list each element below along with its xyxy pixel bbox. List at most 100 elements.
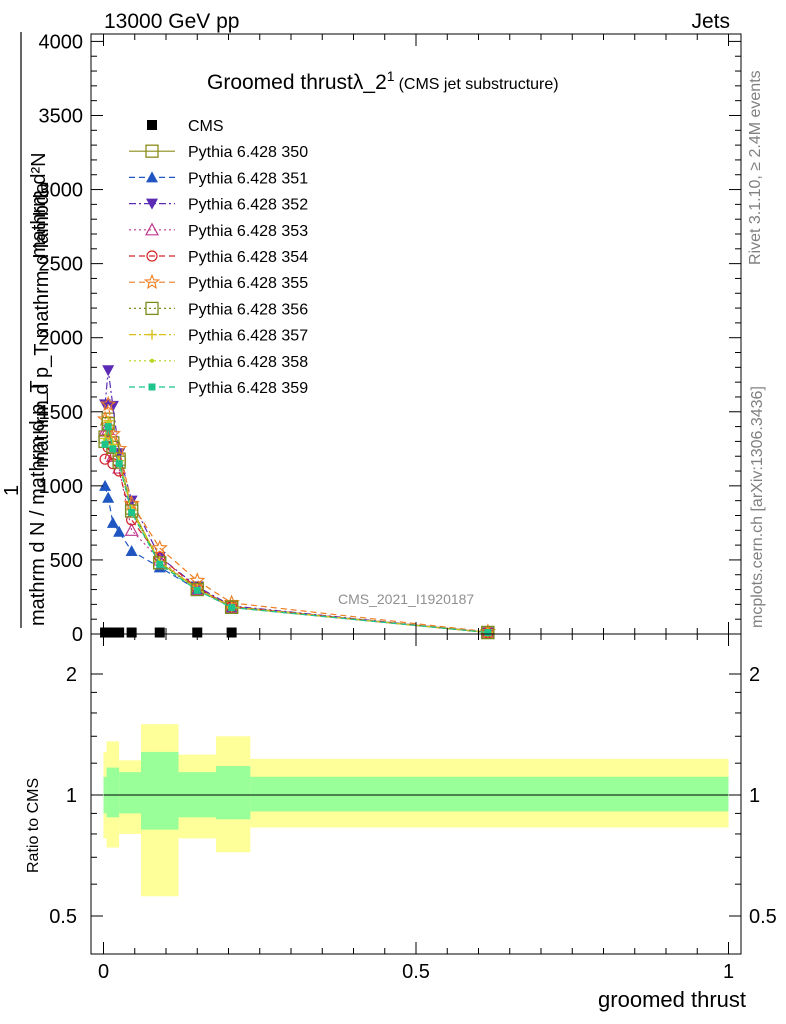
series-point	[106, 516, 119, 528]
y-label-prefix: 1	[1, 485, 23, 496]
legend-label: Pythia 6.428 355	[188, 275, 308, 292]
series-point	[481, 625, 495, 640]
legend-label: CMS	[188, 118, 224, 135]
legend-label: Pythia 6.428 356	[188, 301, 308, 318]
legend-marker	[145, 301, 159, 316]
legend-entry: Pythia 6.428 357	[129, 328, 308, 345]
legend-label: Pythia 6.428 351	[188, 170, 308, 187]
plot-title-sup: 1	[387, 68, 395, 84]
legend: CMS Pythia 6.428 350 Pythia 6.428 351 Pythi…	[129, 118, 308, 397]
x-tick-label: 0.5	[402, 961, 430, 983]
cms-data-point	[226, 627, 237, 638]
ratio-band-layer	[103, 724, 729, 897]
ratio-frame	[90, 633, 742, 955]
y-label-bottom-2: mathrm d N / mathrm d p_T	[27, 380, 49, 626]
legend-label: Pythia 6.428 354	[188, 249, 308, 266]
legend-marker	[144, 222, 160, 236]
legend-label: Pythia 6.428 352	[188, 197, 308, 214]
rivet-label: Rivet 3.1.10, ≥ 2.4M events	[747, 70, 764, 265]
cms-data-point	[154, 627, 165, 638]
main-axes	[91, 34, 741, 635]
legend-marker	[146, 198, 158, 210]
legend-marker	[147, 120, 157, 130]
ratio-y-label: Ratio to CMS	[25, 778, 42, 873]
series-point	[125, 545, 138, 557]
header-right: Jets	[691, 10, 730, 33]
legend-entry: Pythia 6.428 352	[129, 197, 308, 214]
main-y-tick-label: 2000	[39, 328, 84, 350]
main-y-tick-label: 3500	[39, 105, 84, 127]
x-tick-label: 1	[723, 961, 734, 983]
main-y-tick-label: 2500	[39, 254, 84, 276]
main-y-tick-label: 0	[72, 624, 83, 646]
series-point	[190, 582, 204, 597]
series-point	[102, 365, 115, 377]
legend-entry: Pythia 6.428 351	[129, 170, 308, 187]
series-point	[151, 539, 168, 555]
legend-label: Pythia 6.428 358	[188, 354, 308, 371]
header-left: 13000 GeV pp	[104, 10, 239, 33]
main-y-tick-label: 4000	[39, 31, 84, 53]
series-point	[128, 509, 136, 517]
series-point	[96, 410, 114, 427]
series-point	[484, 629, 492, 637]
series-point	[106, 400, 119, 412]
ratio-y-tick-label-right: 2	[749, 664, 760, 686]
main-plot-panel: 0 500 1000 1500 2000 2500 3000 3500 4000 Groomed…	[39, 31, 742, 646]
legend-marker	[147, 329, 157, 340]
series-point	[104, 423, 112, 431]
series-point	[99, 479, 112, 491]
legend-entry: Pythia 6.428 356	[129, 301, 308, 318]
legend-label: Pythia 6.428 353	[188, 223, 308, 240]
legend-entry: Pythia 6.428 355	[129, 273, 308, 292]
main-y-tick-label: 1000	[39, 476, 84, 498]
series-point	[193, 586, 201, 594]
legend-marker	[145, 144, 159, 158]
ratio-inner-band	[141, 751, 179, 830]
ratio-y-tick-label-left: 2	[66, 664, 77, 686]
series-point	[113, 525, 126, 537]
ratio-y-tick-label-right: 1	[749, 785, 760, 807]
x-tick-label: 0	[98, 961, 109, 983]
legend-marker	[150, 358, 154, 363]
cms-data-point	[126, 627, 137, 638]
legend-label: Pythia 6.428 357	[188, 328, 308, 345]
cms-data-points	[100, 627, 237, 638]
legend-marker	[146, 171, 158, 183]
x-axis-label: groomed thrust	[598, 987, 746, 1012]
ratio-plot-panel: 0.5 0.5 1 1 2 2 0 0.5 1 Ratio to CMS groomed thr…	[25, 633, 777, 1012]
plot-title-sub: (CMS jet substructure)	[399, 76, 559, 93]
legend-entry: Pythia 6.428 359	[129, 380, 308, 397]
series-point	[228, 604, 236, 612]
ratio-inner-band	[106, 767, 120, 818]
series-line	[104, 404, 488, 633]
main-y-tick-label: 500	[50, 550, 83, 572]
main-series-layer	[96, 365, 496, 640]
cms-data-point	[114, 627, 125, 638]
ratio-inner-band	[250, 776, 729, 812]
plot-title-main: Groomed thrustλ_2	[207, 71, 387, 94]
series-5	[99, 441, 494, 639]
ratio-inner-band	[216, 766, 251, 820]
legend-entry: Pythia 6.428 350	[129, 144, 308, 161]
legend-entry: CMS	[147, 118, 224, 135]
legend-entry: Pythia 6.428 354	[129, 249, 308, 266]
plot-title: Groomed thrustλ_21 (CMS jet substructure)	[207, 68, 559, 94]
ratio-y-tick-label-left: 1	[66, 785, 77, 807]
main-y-tick-label: 1500	[39, 402, 84, 424]
ratio-y-tick-label-right: 0.5	[749, 906, 777, 928]
ratio-y-tick-label-left: 0.5	[49, 906, 77, 928]
series-point	[124, 523, 139, 536]
legend-label: Pythia 6.428 350	[188, 144, 308, 161]
legend-marker	[148, 383, 156, 391]
ratio-axes: 0.5 0.5 1 1 2 2 0 0.5 1	[49, 634, 777, 983]
main-y-axis-label: mathrm d²N mathrm d p_T mathrm d lambda …	[1, 32, 53, 628]
ratio-inner-band	[119, 772, 141, 814]
series-point	[109, 445, 117, 453]
watermark: CMS_2021_I1920187	[338, 591, 474, 607]
main-y-tick-labels: 0 500 1000 1500 2000 2500 3000 3500 4000	[39, 31, 84, 646]
mcplots-label: mcplots.cern.ch [arXiv:1306.3436]	[749, 386, 766, 628]
legend-label: Pythia 6.428 359	[188, 380, 308, 397]
cms-data-point	[107, 627, 118, 638]
series-point	[100, 395, 117, 412]
